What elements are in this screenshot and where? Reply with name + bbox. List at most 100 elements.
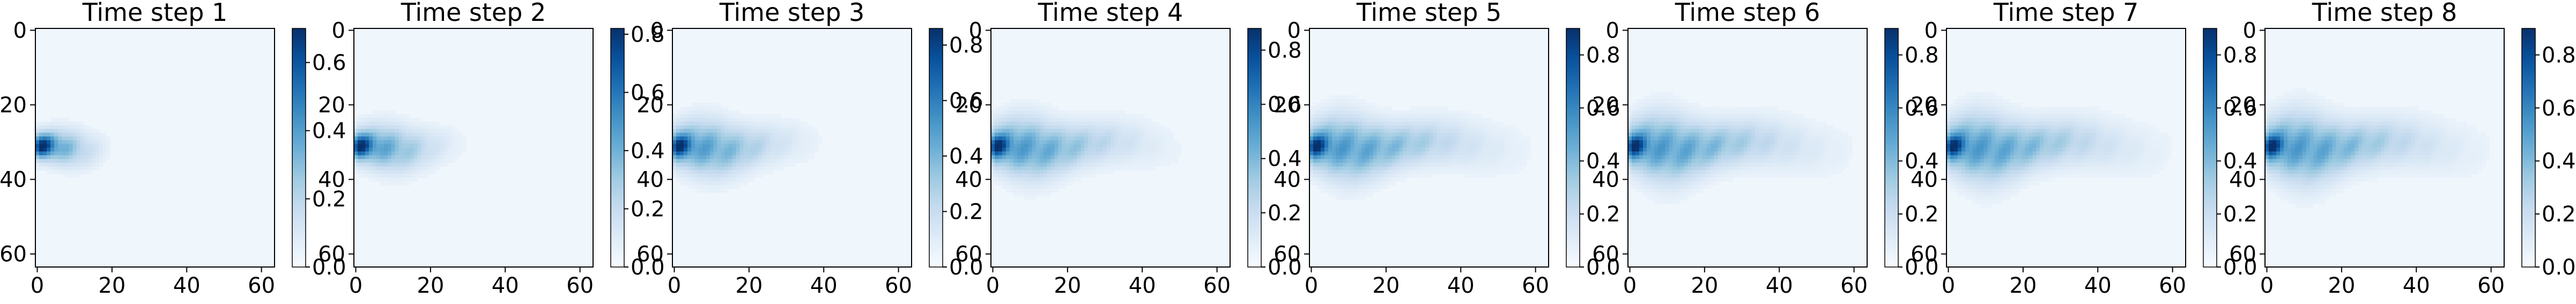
heatmap-cell [773, 148, 778, 152]
heatmap-cell [1706, 177, 1711, 182]
heatmap-cell [43, 129, 47, 134]
heatmap-cell [998, 114, 1003, 118]
heatmap-cell [1021, 99, 1025, 103]
heatmap-cell [1054, 177, 1058, 182]
heatmap-cell [1662, 144, 1666, 149]
heatmap-cell [1658, 185, 1662, 189]
heatmap-cell [1159, 129, 1164, 134]
heatmap-cell [1336, 155, 1340, 159]
heatmap-cell [1669, 181, 1674, 186]
heatmap-cell [406, 144, 411, 149]
heatmap-cell [1006, 140, 1010, 145]
heatmap-cell [1025, 151, 1029, 155]
heatmap-cell [1706, 122, 1711, 126]
heatmap-cell [1635, 125, 1640, 130]
heatmap-cell [1103, 114, 1107, 118]
heatmap-cell [432, 166, 436, 170]
heatmap-cell [1021, 125, 1025, 130]
heatmap-cell [1744, 155, 1748, 159]
heatmap-cell [1755, 140, 1759, 145]
heatmap-cell [1395, 118, 1400, 122]
heatmap-cell [425, 174, 429, 178]
heatmap-cell [1080, 174, 1085, 178]
heatmap-cell [1673, 110, 1677, 115]
heatmap-cell [1391, 151, 1396, 155]
heatmap-cell [1321, 144, 1325, 149]
heatmap-cell [1759, 151, 1763, 155]
heatmap-cell [1422, 151, 1426, 155]
heatmap-cell [1380, 166, 1385, 170]
heatmap-cell [1511, 151, 1515, 155]
heatmap-cell [721, 144, 726, 149]
heatmap-cell [1069, 125, 1074, 130]
heatmap-cell [1736, 162, 1741, 167]
heatmap-cell [1725, 148, 1729, 152]
heatmap-cell [1822, 162, 1826, 167]
heatmap-cell [1321, 170, 1325, 174]
heatmap-cell [399, 133, 403, 137]
heatmap-cell [991, 144, 995, 149]
heatmap-cell [1511, 144, 1515, 149]
heatmap-cell [1422, 174, 1426, 178]
heatmap-cell [1507, 148, 1512, 152]
heatmap-cell [1736, 170, 1741, 174]
heatmap-cell [1710, 110, 1714, 115]
heatmap-cell [1710, 129, 1714, 134]
heatmap-cell [1103, 140, 1107, 145]
heatmap-cell [1662, 166, 1666, 170]
heatmap-cell [702, 137, 707, 141]
heatmap-cell [1362, 140, 1366, 145]
heatmap-cell [747, 133, 751, 137]
heatmap-cell [1770, 159, 1774, 163]
heatmap-cell [1410, 140, 1415, 145]
heatmap-cell [2017, 103, 2022, 107]
heatmap-cell [1699, 181, 1703, 186]
heatmap-cell [1376, 133, 1381, 137]
heatmap-cell [788, 122, 793, 126]
heatmap-cell [1370, 129, 1374, 134]
heatmap-cell [706, 189, 710, 193]
heatmap-cell [1662, 95, 1666, 100]
heatmap-cell [1725, 166, 1729, 170]
heatmap-cell [428, 125, 433, 130]
heatmap-cell [1328, 174, 1333, 178]
heatmap-cell [1467, 110, 1471, 115]
heatmap-cell [1043, 125, 1048, 130]
heatmap-cell [1006, 122, 1010, 126]
heatmap-cell [995, 118, 999, 122]
heatmap-cell [358, 122, 362, 126]
heatmap-cell [1309, 122, 1314, 126]
heatmap-cell [1384, 155, 1388, 159]
heatmap-cell [1339, 125, 1344, 130]
heatmap-cell [1639, 125, 1644, 130]
heatmap-cell [417, 148, 421, 152]
heatmap-cell [714, 110, 718, 115]
heatmap-cell [1380, 170, 1385, 174]
heatmap-cell [1669, 137, 1674, 141]
heatmap-cell [1515, 159, 1519, 163]
heatmap-cell [1755, 144, 1759, 149]
heatmap-cell [781, 137, 785, 141]
heatmap-cell [1347, 162, 1351, 167]
heatmap-cell [743, 151, 747, 155]
heatmap-cell [695, 155, 699, 159]
heatmap-cell [1729, 159, 1733, 163]
heatmap-cell [1463, 129, 1467, 134]
heatmap-cell [1763, 140, 1767, 145]
heatmap-cell [1006, 166, 1010, 170]
heatmap-cell [1351, 133, 1355, 137]
heatmap-cell [58, 129, 62, 134]
heatmap-cell [361, 122, 366, 126]
heatmap-cell [95, 166, 100, 170]
heatmap-cell [451, 159, 455, 163]
heatmap-cell [1118, 144, 1122, 149]
heatmap-cell [1036, 166, 1040, 170]
heatmap-cell [388, 122, 392, 126]
heatmap-cell [1126, 148, 1130, 152]
heatmap-cell [998, 174, 1003, 178]
heatmap-cell [1006, 177, 1010, 182]
heatmap-cell [1710, 181, 1714, 186]
heatmap-cell [725, 125, 729, 130]
heatmap-cell [1010, 162, 1014, 167]
heatmap-cell [1485, 174, 1490, 178]
